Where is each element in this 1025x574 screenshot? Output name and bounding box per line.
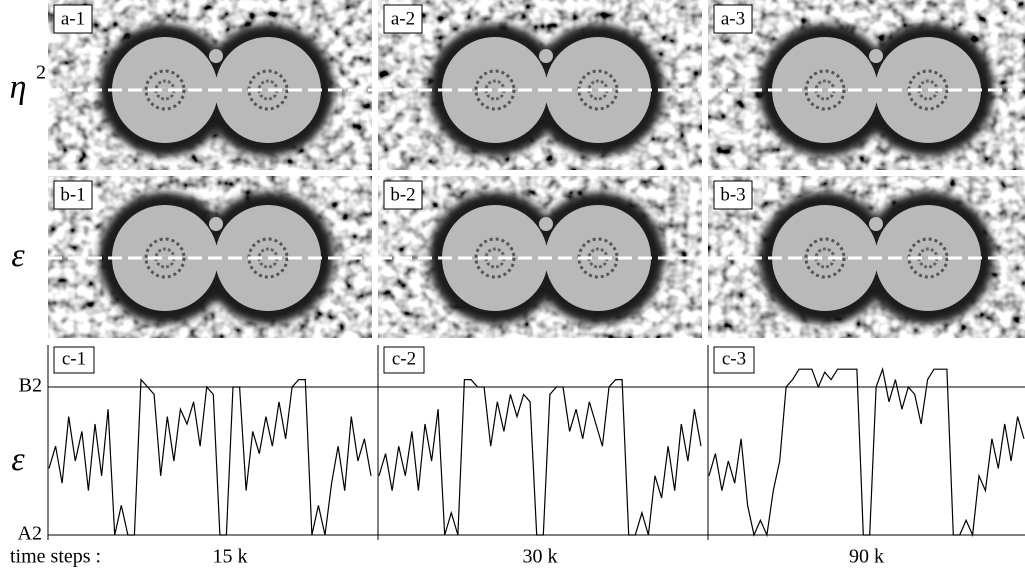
panel-label: c-2 [392, 348, 416, 369]
series-line [48, 378, 372, 536]
image-panel [48, 176, 372, 338]
series-line [378, 379, 702, 536]
label-box [713, 4, 753, 34]
label-box [383, 180, 423, 210]
ring [144, 69, 186, 111]
panel-label: a-3 [721, 8, 745, 29]
ring [247, 69, 289, 111]
ring [577, 69, 619, 111]
particle [772, 37, 878, 143]
image-panel [48, 0, 372, 170]
row-label-sup: 2 [36, 62, 46, 84]
dot [539, 49, 553, 63]
panel-label: c-3 [722, 348, 746, 369]
particle [442, 37, 548, 143]
panel-label: a-2 [391, 8, 415, 29]
particle [112, 205, 218, 311]
label-box [383, 346, 425, 374]
ring [907, 69, 949, 111]
dot [539, 217, 553, 231]
y-tick-label: B2 [19, 375, 42, 397]
ring [804, 69, 846, 111]
dot [209, 217, 223, 231]
particle [442, 205, 548, 311]
particle [112, 37, 218, 143]
dot [869, 217, 883, 231]
panel-label: b-1 [60, 184, 85, 205]
ring [907, 237, 949, 279]
panel-label: b-3 [720, 184, 745, 205]
panel-label: a-1 [61, 8, 85, 29]
label-box [53, 4, 93, 34]
series-line [708, 366, 1025, 538]
ring [804, 237, 846, 279]
x-label: 30 k [523, 546, 558, 568]
ring [247, 237, 289, 279]
particle [772, 205, 878, 311]
ring [144, 237, 186, 279]
panel-label: c-1 [62, 348, 86, 369]
image-panel [708, 176, 1025, 338]
label-box [53, 346, 95, 374]
dot [869, 49, 883, 63]
image-panel [378, 0, 702, 170]
row-label: η [10, 69, 27, 106]
label-box [53, 180, 93, 210]
row-label: ε [11, 441, 25, 478]
ring [474, 69, 516, 111]
y-tick-label: A2 [18, 523, 42, 545]
dot [209, 49, 223, 63]
image-panel [708, 0, 1025, 170]
label-box [713, 346, 755, 374]
label-box [713, 180, 753, 210]
x-prefix: time steps : [10, 546, 101, 568]
ring [474, 237, 516, 279]
panel-label: b-2 [390, 184, 415, 205]
image-panel [378, 176, 702, 338]
row-label: ε [11, 237, 25, 274]
ring [577, 237, 619, 279]
x-label: 90 k [849, 546, 884, 568]
x-label: 15 k [213, 546, 248, 568]
label-box [383, 4, 423, 34]
